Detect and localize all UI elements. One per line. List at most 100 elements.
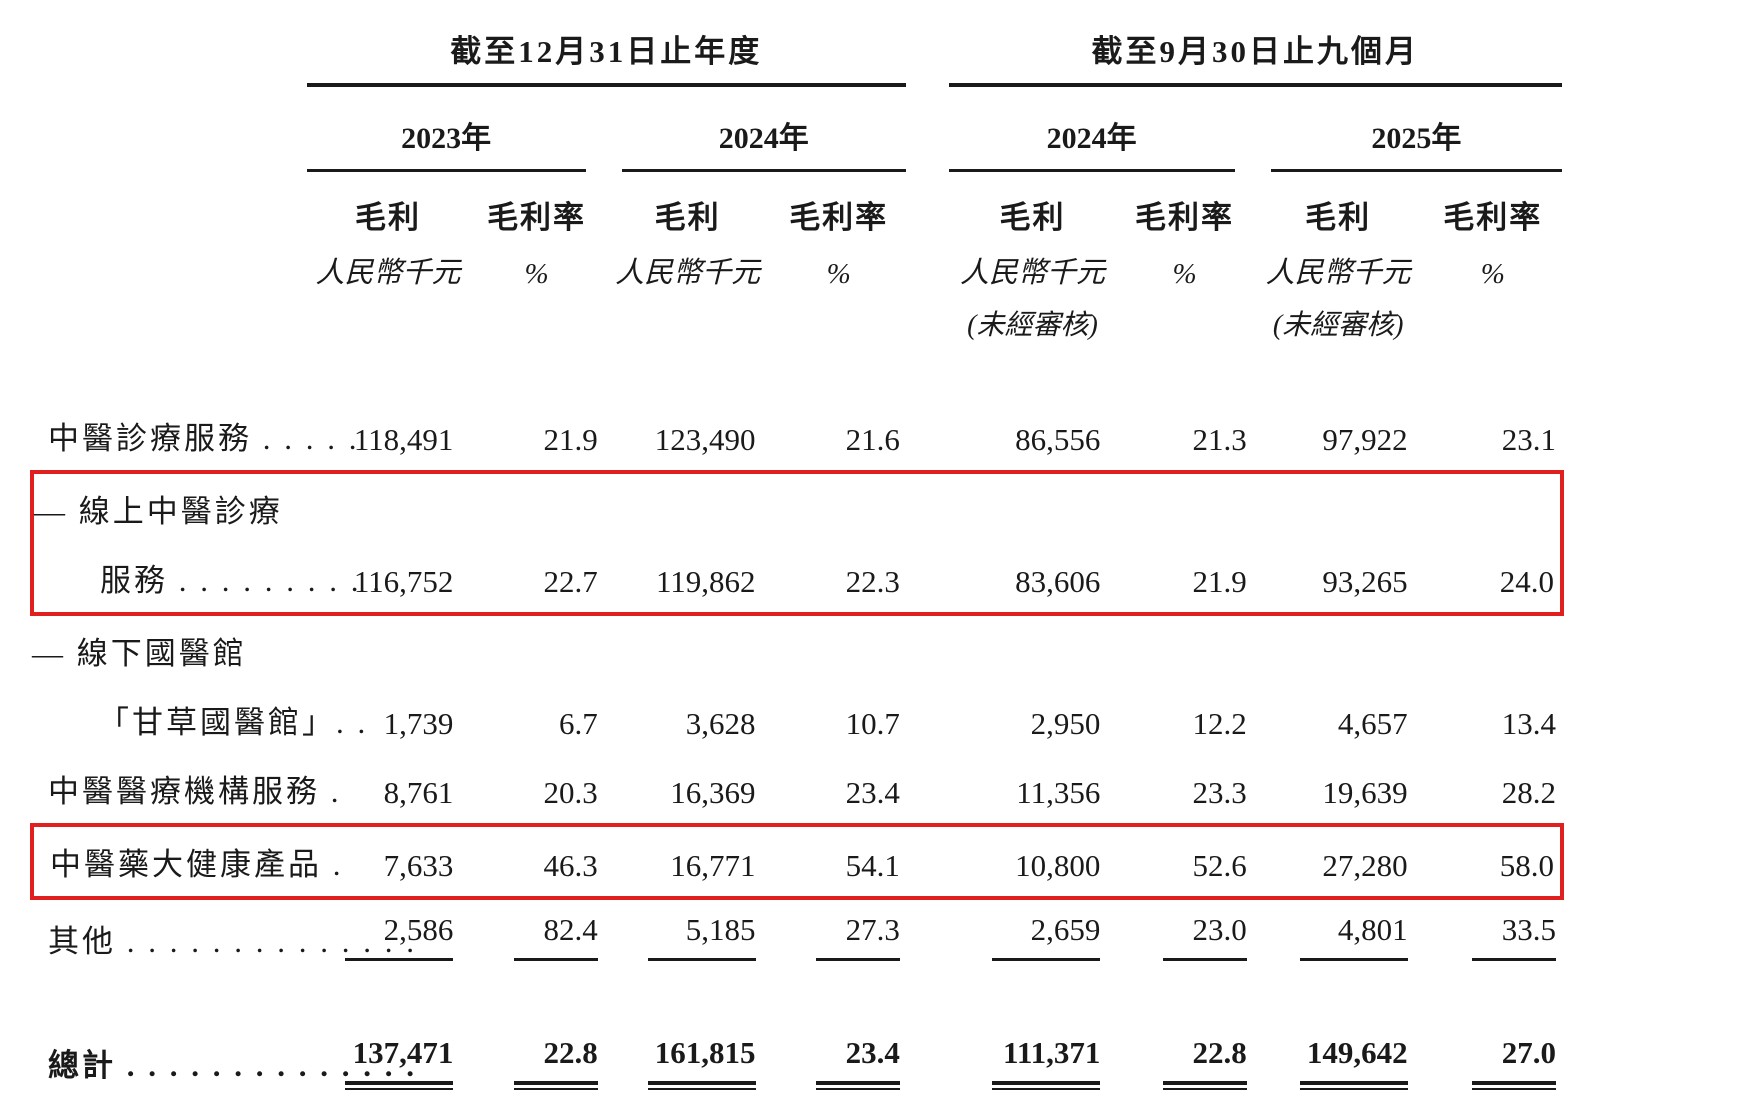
column-gap [906,898,949,973]
note-cell [469,293,603,345]
value: 21.9 [543,422,598,457]
value: 16,369 [670,775,756,810]
year-header-2024-9m: 2024年 [948,85,1253,172]
value: 23.4 [845,775,900,810]
note-cell [772,293,906,345]
unit-header: % [1480,258,1505,290]
cell-gross-margin: 23.3 [1116,754,1252,825]
value: 123,490 [654,422,756,457]
unaudited-note: (未經審核) [967,310,1098,341]
value: 23.1 [1501,422,1556,457]
column-gap [906,26,949,85]
metric-header: 毛利率 [789,200,889,235]
cell-gross-profit: 3,628 [604,685,772,754]
cell-gross-margin: 82.4 [469,898,603,973]
table-row-offline-guoyiguan-gancao: — 線下國醫館 [32,614,1562,685]
cell-gross-profit: 10,800 [948,823,1117,900]
year-label: 2024年 [948,87,1235,172]
metric-header: 毛利 [355,200,422,235]
cell-gross-margin [771,470,906,543]
cell-gross-margin: 21.6 [772,401,906,472]
note-cell [604,293,772,345]
cell-gross-margin: 46.3 [469,823,604,900]
cell-gross-margin: 6.7 [469,685,603,754]
value: 52.6 [1192,848,1247,883]
cell-gross-profit: 137,471 [307,1019,470,1107]
column-gap [906,172,949,239]
value: 21.9 [1192,564,1247,599]
unaudited-note-row: (未經審核) (未經審核) [32,293,1562,345]
value: 83,606 [1015,564,1101,599]
value: 2,586 [345,912,454,961]
value: 27.3 [815,912,900,961]
table-row-tcm-medical-institution-services: 中醫醫療機構服務 . 8,761 20.3 16,369 23.4 11,356 23.3 1… [32,754,1562,825]
column-gap [906,1019,949,1107]
cell-gross-profit [306,470,470,543]
cell-gross-margin: 23.0 [1116,898,1252,973]
column-gap [905,543,949,616]
cell-gross-profit [307,614,470,685]
row-label: — 線下國醫館 [32,636,247,671]
metric-header: 毛利率 [487,200,587,235]
row-label: 總計 . . . . . . . . . . . . . . [48,1048,417,1083]
unit-header: 人民幣千元 [615,257,761,289]
value: 2,950 [1030,706,1101,741]
value: 16,771 [670,848,756,883]
year-header-row: 2023年 2024年 2024年 2025年 [32,85,1562,172]
cell-gross-margin: 21.9 [469,401,603,472]
value: 22.8 [513,1035,598,1090]
cell-gross-profit: 83,606 [948,543,1117,616]
value: 118,491 [353,422,454,457]
value: 4,657 [1337,706,1408,741]
cell-gross-profit: 116,752 [306,543,470,616]
year-header-2023: 2023年 [306,85,604,172]
value: 23.3 [1192,775,1247,810]
value: 4,801 [1299,912,1408,961]
cell-gross-profit: 5,185 [604,898,772,973]
cell-gross-profit: 86,556 [949,401,1117,472]
row-label: — 線上中醫診療 [30,470,307,543]
cell-gross-profit: 119,862 [603,543,772,616]
value: 22.3 [845,564,900,599]
label-column-spacer [32,172,307,239]
metric-header-row: 毛利 毛利率 毛利 毛利率 毛利 毛利率 毛利 毛利率 [32,172,1562,239]
cell-gross-margin [1424,614,1562,685]
spacer-row [32,973,1562,1019]
spacer-row [32,345,1562,401]
year-header-2024: 2024年 [604,85,906,172]
cell-gross-profit: 19,639 [1253,754,1424,825]
cell-gross-profit: 2,659 [949,898,1117,973]
table-row-tcm-diagnosis-services: 中醫診療服務 . . . . . 118,491 21.9 123,490 21.6 86… [32,401,1562,472]
value: 12.2 [1192,706,1247,741]
period-header-annual: 截至12月31日止年度 [306,26,906,87]
unit-header-row: 人民幣千元 % 人民幣千元 % 人民幣千元 % 人民幣千元 % [32,239,1562,293]
value: 97,922 [1322,422,1408,457]
metric-header: 毛利率 [1443,200,1543,235]
cell-gross-profit: 93,265 [1252,543,1424,616]
cell-gross-margin: 21.3 [1116,401,1252,472]
value: 5,185 [647,912,756,961]
value: 33.5 [1472,912,1556,961]
cell-gross-margin: 28.2 [1424,754,1562,825]
table-row-online-tcm-diagnosis-services: — 線上中醫診療 [30,470,1565,543]
year-label: 2024年 [621,87,906,172]
value: 19,639 [1322,775,1408,810]
cell-gross-margin: 24.0 [1423,543,1565,616]
value: 119,862 [655,564,756,599]
period-header-row: 截至12月31日止年度 截至9月30日止九個月 [32,26,1562,87]
cell-gross-profit: 2,586 [307,898,470,973]
value: 46.3 [543,848,598,883]
label-column-spacer [32,26,307,85]
cell-gross-profit: 149,642 [1253,1019,1424,1107]
cell-gross-margin: 33.5 [1424,898,1562,973]
cell-gross-margin: 23.4 [772,754,906,825]
value: 21.3 [1192,422,1247,457]
unit-header: % [524,258,549,290]
value: 6.7 [558,706,598,741]
cell-gross-margin: 23.4 [772,1019,906,1107]
cell-gross-margin: 27.0 [1424,1019,1562,1107]
metric-header: 毛利 [1305,200,1372,235]
gross-profit-table: 截至12月31日止年度 截至9月30日止九個月 2023年 2024年 2024… [30,26,1565,1107]
unaudited-note: (未經審核) [1272,310,1404,341]
cell-gross-margin [1116,614,1252,685]
